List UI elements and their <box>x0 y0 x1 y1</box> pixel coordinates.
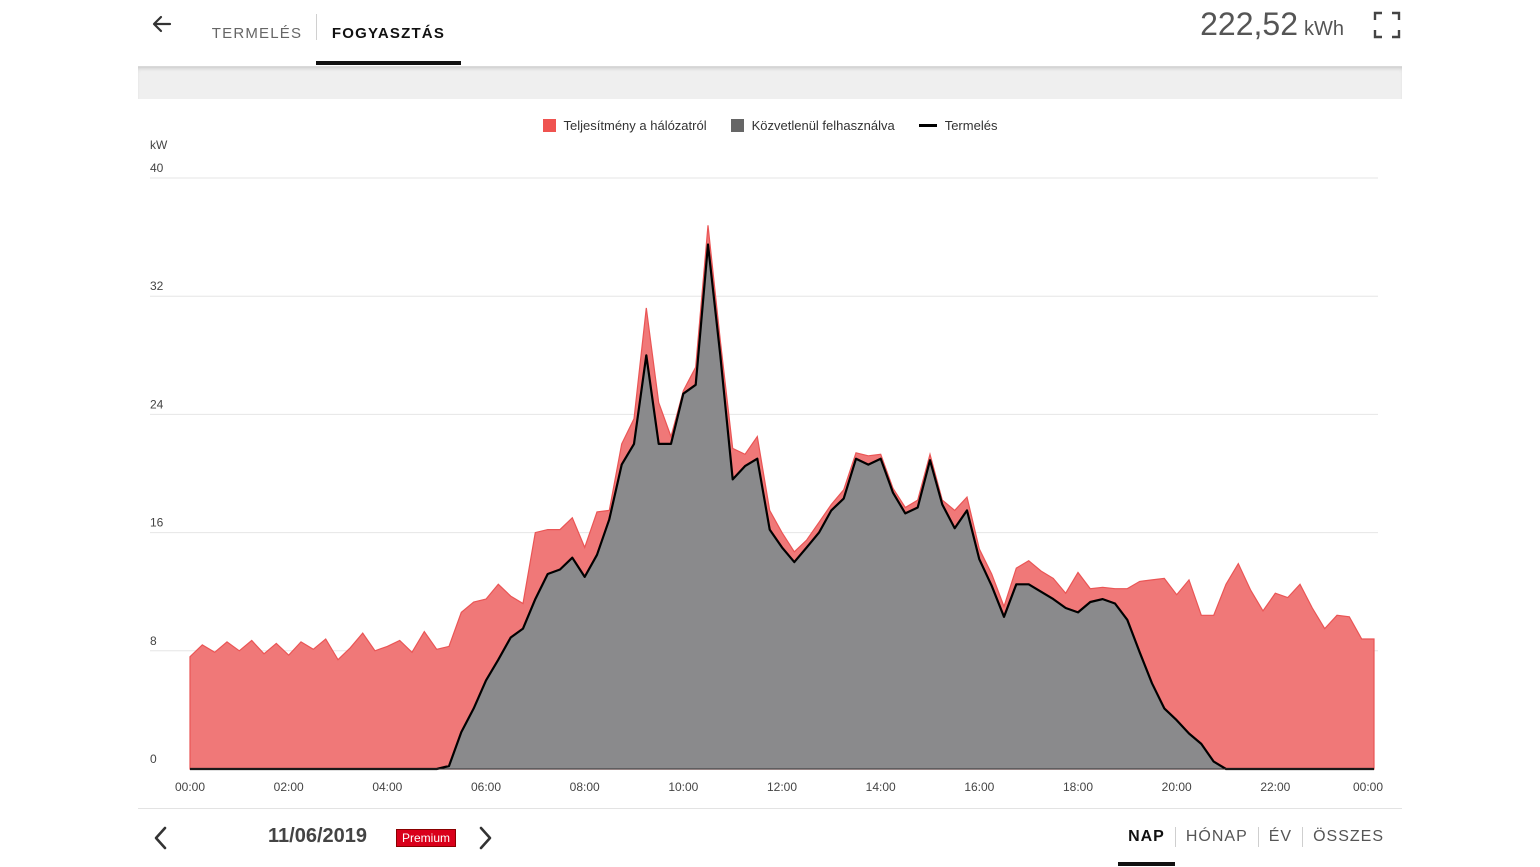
y-axis-unit: kW <box>150 138 168 152</box>
legend-item-direct-use[interactable]: Közvetlenül felhasználva <box>730 118 895 133</box>
chevron-left-icon[interactable] <box>148 823 174 853</box>
period-divider <box>1302 827 1304 847</box>
y-tick-label: 32 <box>150 279 164 293</box>
legend-swatch-production <box>918 124 937 127</box>
y-tick-label: 24 <box>150 397 164 411</box>
x-tick-label: 10:00 <box>668 780 698 794</box>
x-tick-label: 16:00 <box>964 780 994 794</box>
app-frame: TERMELÉS FOGYASZTÁS 222,52 kWh Teljesítm… <box>138 0 1402 866</box>
legend-label-production: Termelés <box>944 118 998 133</box>
header-bar: TERMELÉS FOGYASZTÁS 222,52 kWh <box>138 0 1402 67</box>
y-tick-label: 0 <box>150 752 157 766</box>
period-selector: NAP HÓNAP ÉV ÖSSZES <box>1118 827 1394 866</box>
x-tick-label: 08:00 <box>570 780 600 794</box>
legend-item-grid-power[interactable]: Teljesítmény a hálózatról <box>542 118 707 133</box>
total-energy-value: 222,52 <box>1200 6 1298 42</box>
legend-item-production[interactable]: Termelés <box>918 118 998 133</box>
tab-termeles[interactable]: TERMELÉS <box>211 24 303 42</box>
period-divider <box>1174 827 1176 847</box>
x-tick-label: 20:00 <box>1162 780 1192 794</box>
consumption-chart: 0 8 16 24 32 40 kW 00:00 02:00 04:00 06:00 08:00 10:… <box>150 138 1383 794</box>
selected-date[interactable]: 11/06/2019 <box>268 825 367 847</box>
arrow-left-icon[interactable] <box>148 10 176 38</box>
period-divider <box>1257 827 1259 847</box>
x-tick-label: 04:00 <box>372 780 402 794</box>
y-tick-label: 8 <box>150 634 157 648</box>
x-tick-label: 02:00 <box>274 780 304 794</box>
y-tick-label: 16 <box>150 516 164 530</box>
x-tick-label: 00:00 <box>1353 780 1383 794</box>
active-tab-indicator <box>316 61 461 65</box>
tab-divider <box>316 14 317 40</box>
chart-legend: Teljesítmény a hálózatról Közvetlenül fe… <box>138 118 1402 133</box>
period-osszes[interactable]: ÖSSZES <box>1313 828 1384 845</box>
x-tick-label: 06:00 <box>471 780 501 794</box>
x-tick-label: 14:00 <box>866 780 896 794</box>
total-energy: 222,52 kWh <box>1200 6 1344 43</box>
x-tick-label: 00:00 <box>175 780 205 794</box>
x-tick-label: 18:00 <box>1063 780 1093 794</box>
premium-badge: Premium <box>396 829 457 847</box>
toolbar-band <box>138 67 1402 99</box>
x-tick-label: 12:00 <box>767 780 797 794</box>
x-tick-label: 22:00 <box>1260 780 1290 794</box>
period-nap[interactable]: NAP <box>1118 828 1175 866</box>
chevron-right-icon[interactable] <box>472 823 498 853</box>
legend-label-direct-use: Közvetlenül felhasználva <box>751 118 895 133</box>
footer-bar: 11/06/2019 Premium NAP HÓNAP ÉV ÖSSZES <box>138 808 1402 867</box>
y-tick-label: 40 <box>150 161 164 175</box>
tab-fogyasztas[interactable]: FOGYASZTÁS <box>331 24 446 42</box>
total-energy-unit: kWh <box>1304 18 1344 40</box>
legend-label-grid-power: Teljesítmény a hálózatról <box>563 118 707 133</box>
legend-swatch-direct-use <box>730 119 744 132</box>
fullscreen-icon[interactable] <box>1372 10 1402 40</box>
production-line <box>190 243 1374 771</box>
direct-use-area <box>190 244 1374 769</box>
legend-swatch-grid-power <box>542 119 556 132</box>
period-honap[interactable]: HÓNAP <box>1185 828 1248 845</box>
period-ev[interactable]: ÉV <box>1268 828 1293 845</box>
